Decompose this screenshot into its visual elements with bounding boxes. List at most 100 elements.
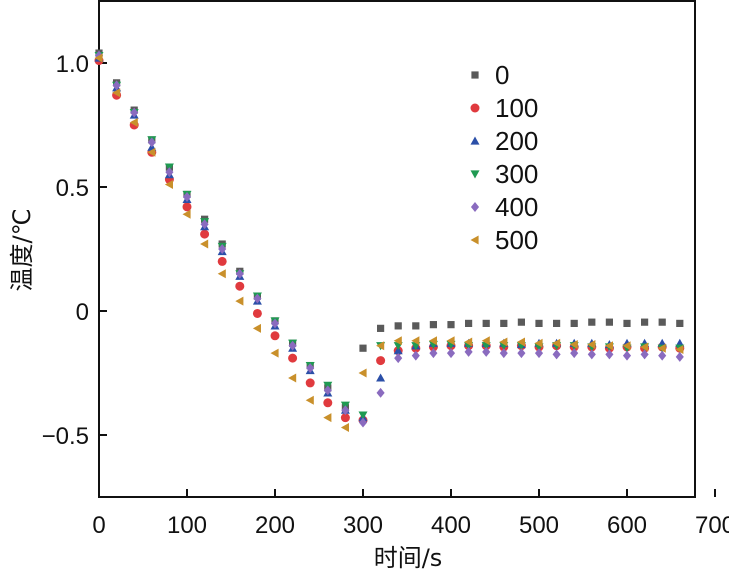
data-point-series-500 (604, 341, 613, 351)
data-point-series-500 (411, 336, 420, 346)
plot-frame (98, 0, 696, 498)
data-point-series-500 (587, 339, 596, 349)
data-point-series-500 (112, 88, 121, 98)
x-tick-label: 100 (167, 512, 207, 539)
data-point-series-100 (235, 281, 245, 291)
data-point-series-0 (429, 321, 437, 329)
data-point-series-500 (94, 53, 103, 63)
data-point-series-400 (358, 417, 368, 428)
data-point-series-200 (376, 373, 386, 382)
data-points (94, 49, 685, 433)
data-point-series-400 (394, 353, 403, 364)
data-point-series-100 (323, 398, 333, 408)
data-point-series-400 (429, 348, 438, 359)
x-tick-label: 200 (255, 512, 295, 539)
data-point-series-500 (147, 147, 156, 157)
data-point-series-500 (481, 336, 490, 346)
data-point-series-100 (182, 202, 192, 212)
data-point-series-400 (323, 385, 332, 396)
data-point-series-100 (270, 331, 280, 341)
data-point-series-500 (270, 348, 279, 358)
data-point-series-500 (305, 395, 314, 405)
data-point-series-0 (605, 318, 613, 326)
legend-label: 100 (495, 93, 538, 123)
data-point-series-500 (129, 118, 138, 128)
legend-label: 500 (495, 225, 538, 255)
data-point-series-0 (394, 322, 402, 330)
data-point-series-400 (482, 346, 491, 357)
y-tick-label: −0.5 (42, 423, 89, 450)
data-point-series-500 (393, 336, 402, 346)
data-point-series-400 (341, 405, 350, 416)
data-point-series-500 (552, 338, 561, 348)
data-point-series-400 (218, 244, 227, 254)
legend-marker-500 (470, 235, 479, 245)
data-point-series-400 (288, 340, 297, 351)
data-point-series-0 (359, 344, 367, 352)
data-point-series-200 (393, 346, 403, 355)
data-point-series-500 (428, 336, 437, 346)
data-point-series-500 (640, 342, 649, 352)
data-point-series-500 (358, 368, 367, 378)
data-point-series-500 (569, 339, 578, 349)
data-point-series-500 (376, 341, 385, 351)
x-tick-label: 400 (431, 512, 471, 539)
data-point-series-400 (499, 348, 508, 359)
data-point-series-100 (200, 229, 210, 239)
data-point-series-0 (676, 319, 684, 327)
data-point-series-400 (640, 349, 649, 360)
y-tick-label: 1.0 (56, 51, 89, 78)
data-point-series-400 (534, 348, 544, 359)
data-point-series-100 (305, 378, 315, 388)
series-100 (94, 56, 685, 425)
series-300 (94, 51, 685, 420)
data-point-series-500 (217, 269, 226, 279)
legend-label: 200 (495, 126, 538, 156)
data-point-series-500 (252, 323, 261, 333)
series-500 (94, 53, 684, 433)
data-point-series-400 (270, 318, 280, 329)
y-tick-label: 0.5 (56, 175, 89, 202)
legend-marker-300 (470, 170, 480, 179)
data-point-series-400 (253, 293, 262, 304)
data-point-series-400 (605, 349, 614, 360)
data-point-series-400 (675, 351, 684, 362)
y-axis: −0.5 0 0.5 1.0 (42, 51, 107, 450)
data-point-series-400 (411, 350, 420, 361)
data-point-series-500 (340, 423, 349, 433)
data-point-series-500 (622, 341, 631, 351)
data-point-series-500 (164, 180, 173, 190)
x-axis-label: 时间/s (374, 544, 443, 572)
x-tick-label: 500 (519, 512, 559, 539)
data-point-series-400 (517, 348, 526, 359)
y-axis-label: 温度/℃ (8, 208, 36, 291)
data-point-series-400 (306, 363, 315, 373)
data-point-series-500 (288, 373, 297, 383)
data-point-series-400 (200, 219, 209, 230)
data-point-series-400 (130, 107, 139, 118)
legend-label: 0 (495, 60, 509, 90)
data-point-series-500 (499, 337, 508, 347)
data-point-series-400 (165, 167, 174, 178)
data-point-series-500 (516, 337, 525, 347)
data-point-series-100 (340, 413, 350, 423)
series-0 (95, 49, 684, 412)
data-point-series-0 (588, 318, 596, 326)
data-point-series-0 (623, 319, 631, 327)
x-tick-label: 700 (695, 512, 729, 539)
data-point-series-400 (552, 349, 561, 360)
x-tick-label: 600 (607, 512, 647, 539)
data-point-series-400 (376, 387, 385, 398)
data-point-series-500 (675, 344, 684, 354)
data-point-series-500 (235, 296, 244, 306)
legend-label: 400 (495, 192, 538, 222)
data-point-series-0 (658, 318, 666, 326)
data-point-series-0 (553, 319, 561, 327)
legend-marker-200 (470, 136, 480, 145)
data-point-series-0 (377, 324, 385, 332)
data-point-series-100 (217, 256, 227, 266)
data-point-series-400 (587, 349, 596, 360)
data-point-series-400 (446, 348, 456, 359)
data-point-series-500 (464, 337, 473, 347)
